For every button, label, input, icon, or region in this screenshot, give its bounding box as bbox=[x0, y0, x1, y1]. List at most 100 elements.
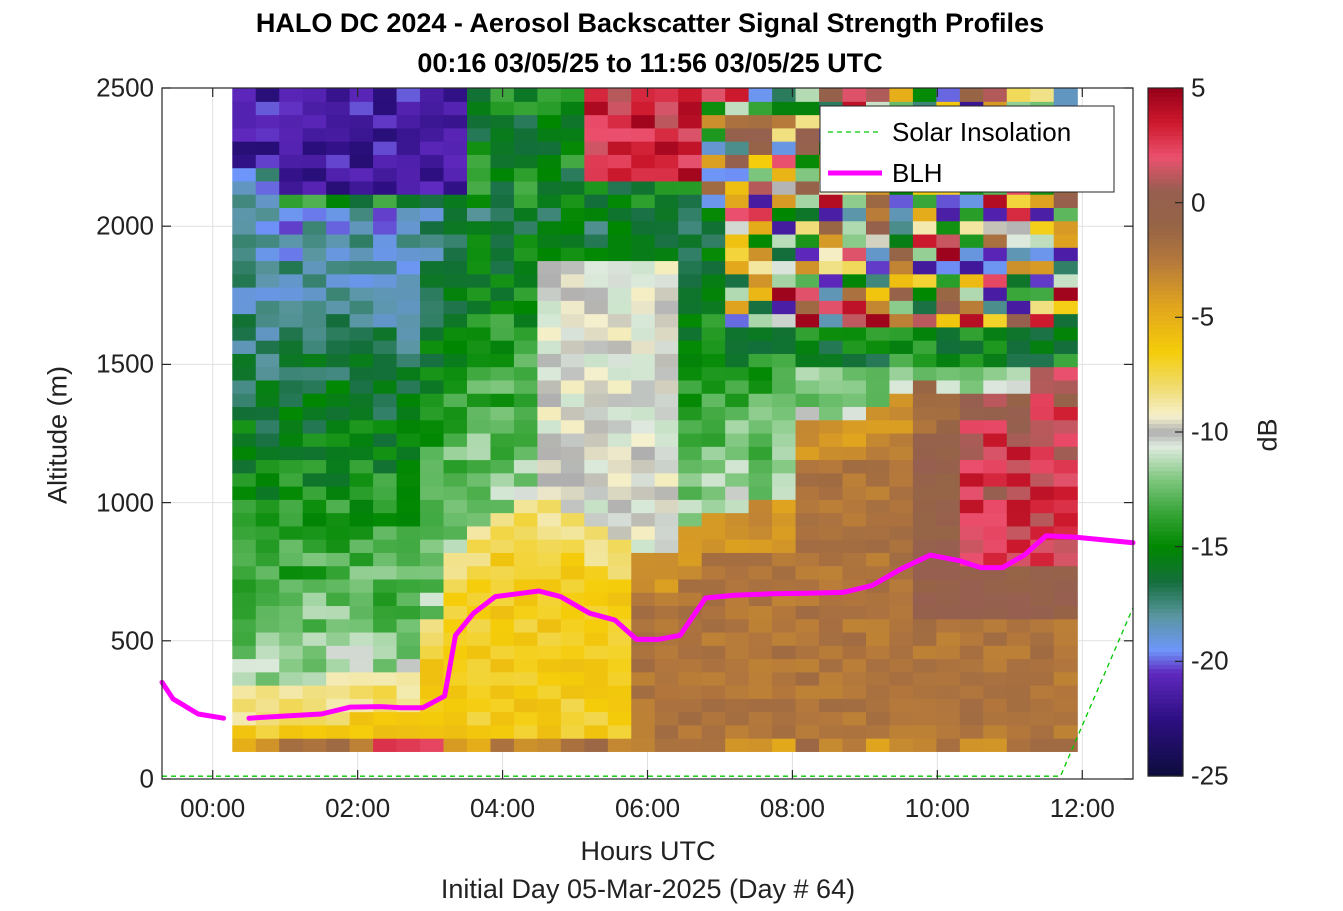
heatmap-cell bbox=[584, 300, 609, 315]
colorbar-segment bbox=[1148, 681, 1183, 687]
heatmap-cell bbox=[819, 698, 844, 713]
heatmap-cell bbox=[466, 645, 492, 660]
heatmap-cell bbox=[302, 724, 327, 739]
heatmap-cell bbox=[772, 353, 797, 368]
heatmap-cell bbox=[1030, 247, 1055, 262]
heatmap-cell bbox=[1053, 326, 1078, 341]
heatmap-cell bbox=[1053, 379, 1078, 394]
heatmap-cell bbox=[983, 273, 1008, 288]
heatmap-cell bbox=[936, 432, 961, 447]
heatmap-cell bbox=[654, 154, 679, 169]
heatmap-cell bbox=[936, 300, 961, 315]
heatmap-cell bbox=[701, 658, 726, 673]
heatmap-cell bbox=[466, 446, 492, 461]
heatmap-cell bbox=[537, 419, 562, 434]
heatmap-cell bbox=[1030, 565, 1055, 580]
heatmap-cell bbox=[513, 287, 538, 301]
heatmap-cell bbox=[1006, 711, 1031, 726]
heatmap-cell bbox=[255, 207, 280, 222]
heatmap-cell bbox=[654, 340, 679, 354]
heatmap-cell bbox=[255, 180, 280, 195]
heatmap-cell bbox=[373, 366, 398, 381]
heatmap-cell bbox=[466, 459, 492, 474]
heatmap-cell bbox=[1006, 724, 1031, 739]
heatmap-cell bbox=[560, 88, 585, 102]
heatmap-cell bbox=[936, 499, 961, 514]
heatmap-cell bbox=[513, 472, 538, 487]
heatmap-cell bbox=[654, 260, 679, 275]
heatmap-cell bbox=[865, 326, 891, 341]
heatmap-cell bbox=[349, 353, 374, 368]
heatmap-cell bbox=[232, 512, 257, 527]
heatmap-cell bbox=[443, 180, 468, 195]
heatmap-cell bbox=[560, 472, 585, 487]
heatmap-cell bbox=[1030, 260, 1055, 275]
heatmap-cell bbox=[607, 499, 632, 514]
heatmap-cell bbox=[678, 127, 703, 142]
heatmap-cell bbox=[279, 313, 304, 328]
heatmap-cell bbox=[701, 525, 726, 540]
heatmap-cell bbox=[912, 592, 937, 607]
heatmap-cell bbox=[302, 565, 327, 580]
heatmap-cell bbox=[466, 379, 492, 394]
heatmap-cell bbox=[490, 698, 515, 713]
heatmap-cell bbox=[795, 194, 820, 209]
heatmap-cell bbox=[983, 658, 1008, 673]
heatmap-cell bbox=[889, 273, 914, 288]
heatmap-cell bbox=[983, 671, 1008, 686]
heatmap-cell bbox=[466, 326, 492, 341]
heatmap-cell bbox=[1006, 671, 1031, 686]
heatmap-cell bbox=[748, 353, 773, 368]
heatmap-cell bbox=[983, 88, 1008, 102]
heatmap-cell bbox=[654, 194, 679, 209]
heatmap-cell bbox=[537, 658, 562, 673]
heatmap-cell bbox=[842, 605, 867, 620]
heatmap-cell bbox=[772, 446, 797, 461]
colorbar-segment bbox=[1148, 457, 1183, 463]
heatmap-cell bbox=[701, 406, 726, 421]
heatmap-cell bbox=[678, 565, 703, 580]
heatmap-cell bbox=[631, 552, 656, 567]
heatmap-cell bbox=[748, 167, 773, 182]
heatmap-cell bbox=[725, 605, 750, 620]
heatmap-cell bbox=[912, 578, 937, 593]
colorbar-tick-label: -15 bbox=[1191, 531, 1229, 562]
heatmap-cell bbox=[912, 406, 937, 421]
heatmap-cell bbox=[959, 472, 984, 487]
heatmap-cell bbox=[983, 631, 1008, 646]
heatmap-cell bbox=[302, 220, 327, 235]
heatmap-cell bbox=[302, 393, 327, 408]
heatmap-cell bbox=[584, 459, 609, 474]
heatmap-cell bbox=[302, 698, 327, 713]
colorbar-segment bbox=[1148, 505, 1183, 510]
heatmap-cell bbox=[631, 618, 656, 633]
heatmap-cell bbox=[748, 711, 773, 726]
heatmap-cell bbox=[631, 326, 656, 341]
heatmap-cell bbox=[513, 379, 538, 394]
heatmap-cell bbox=[983, 233, 1008, 248]
heatmap-cell bbox=[420, 512, 445, 527]
heatmap-cell bbox=[443, 220, 468, 235]
heatmap-cell bbox=[584, 154, 609, 169]
heatmap-cell bbox=[490, 459, 515, 474]
heatmap-cell bbox=[349, 486, 374, 500]
heatmap-cell bbox=[537, 499, 562, 514]
heatmap-cell bbox=[513, 578, 538, 593]
heatmap-cell bbox=[889, 658, 914, 673]
heatmap-cell bbox=[513, 658, 538, 673]
heatmap-cell bbox=[1053, 658, 1078, 673]
heatmap-cell bbox=[842, 552, 867, 567]
heatmap-cell bbox=[748, 605, 773, 620]
heatmap-cell bbox=[466, 247, 492, 262]
heatmap-cell bbox=[349, 194, 374, 209]
heatmap-cell bbox=[396, 432, 421, 447]
heatmap-cell bbox=[232, 711, 257, 726]
heatmap-cell bbox=[631, 260, 656, 275]
heatmap-cell bbox=[772, 645, 797, 660]
colorbar-segment bbox=[1148, 604, 1183, 609]
heatmap-cell bbox=[631, 671, 656, 686]
colorbar-segment bbox=[1148, 548, 1183, 553]
heatmap-cell bbox=[466, 154, 492, 169]
colorbar-segment bbox=[1148, 363, 1183, 369]
heatmap-cell bbox=[396, 711, 421, 726]
